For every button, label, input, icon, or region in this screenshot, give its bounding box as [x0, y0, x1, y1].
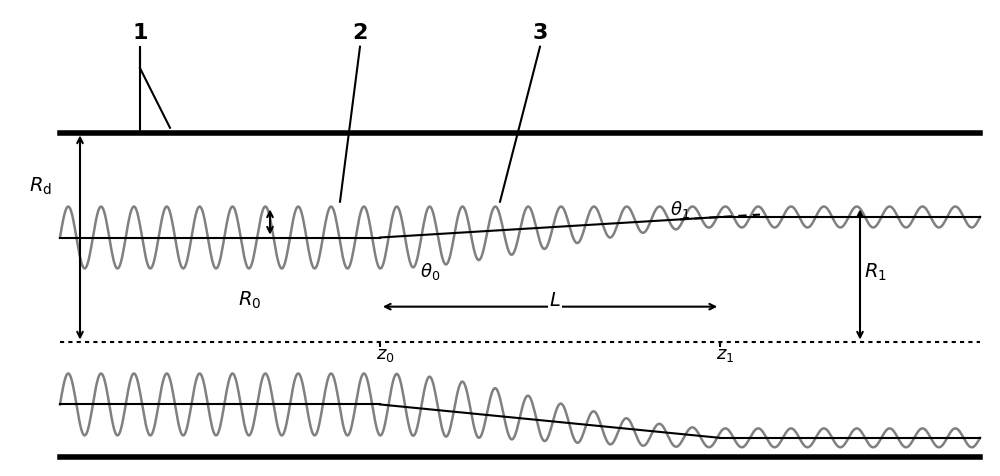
Text: $\theta_{0}$: $\theta_{0}$ — [420, 261, 440, 282]
Text: $z_{1}$: $z_{1}$ — [716, 346, 734, 364]
Text: $R_{0}$: $R_{0}$ — [238, 289, 262, 310]
Text: $\theta_{1}$: $\theta_{1}$ — [670, 199, 690, 220]
Text: $L$: $L$ — [549, 290, 561, 309]
Text: 3: 3 — [532, 23, 548, 43]
Text: $z_{0}$: $z_{0}$ — [376, 346, 394, 364]
Text: 1: 1 — [132, 23, 148, 43]
Text: $R_{1}$: $R_{1}$ — [864, 261, 886, 282]
Text: $R_{\rm d}$: $R_{\rm d}$ — [29, 175, 51, 196]
Text: 2: 2 — [352, 23, 368, 43]
